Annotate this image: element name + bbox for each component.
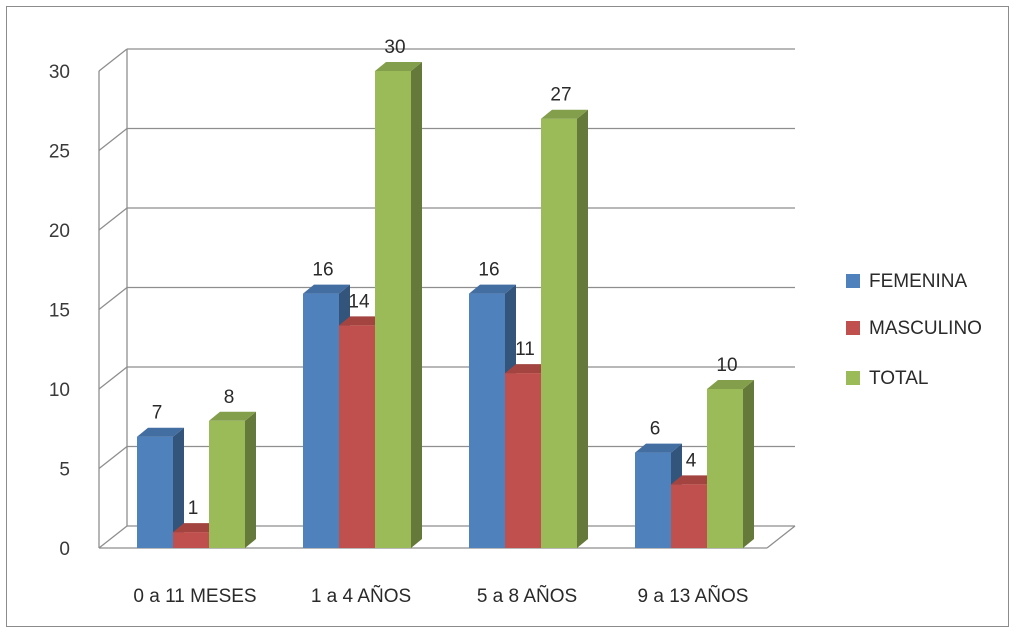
bar-top — [541, 109, 588, 119]
bar-total-0 — [209, 420, 245, 548]
bar-masculino-2 — [505, 373, 541, 548]
data-label: 7 — [152, 403, 163, 424]
data-label: 4 — [686, 450, 697, 471]
legend-swatch-femenina — [846, 274, 860, 288]
bar-top — [469, 284, 516, 294]
gridline-side — [98, 445, 128, 470]
bar-top — [671, 475, 718, 485]
x-category-label: 1 a 4 AÑOS — [311, 585, 411, 607]
bar-top — [209, 411, 256, 421]
bar-total-1 — [375, 71, 411, 548]
gridline-side — [98, 207, 128, 231]
data-label: 30 — [384, 37, 405, 58]
data-label: 16 — [478, 260, 499, 281]
bar-side — [411, 62, 422, 548]
data-label: 11 — [515, 339, 535, 360]
data-label: 1 — [188, 498, 199, 519]
data-label: 8 — [224, 387, 235, 408]
legend-label-total: TOTAL — [869, 368, 928, 389]
bar-masculino-1 — [339, 325, 375, 548]
bar-top — [339, 316, 386, 326]
legend-label-masculino: MASCULINO — [869, 318, 982, 339]
y-tick-label: 15 — [49, 301, 70, 322]
data-label: 27 — [550, 85, 571, 106]
bar-top — [375, 62, 422, 71]
bar-side — [245, 411, 256, 548]
data-label: 14 — [348, 291, 370, 312]
bar-total-2 — [541, 118, 577, 548]
gridline-side — [98, 525, 128, 549]
bar-masculino-0 — [173, 532, 209, 548]
legend-swatch-total — [846, 371, 860, 385]
bar-side — [743, 380, 754, 548]
y-tick-label: 10 — [49, 380, 70, 401]
bar-femenina-3 — [635, 452, 671, 548]
legend-label-femenina: FEMENINA — [869, 271, 968, 292]
y-tick-label: 30 — [49, 62, 70, 83]
x-category-label: 5 a 8 AÑOS — [477, 585, 577, 607]
bar-side — [577, 109, 588, 548]
gridline-side — [98, 48, 128, 72]
bar-side — [173, 427, 184, 548]
y-tick-label: 25 — [49, 142, 70, 163]
x-category-label: 9 a 13 AÑOS — [638, 585, 749, 607]
bar-top — [137, 427, 184, 437]
bar-femenina-0 — [137, 436, 173, 548]
bar-top — [707, 380, 754, 389]
gridline-side — [98, 366, 128, 390]
gridline-side — [98, 127, 128, 152]
bar-femenina-2 — [469, 293, 505, 548]
data-label: 10 — [716, 355, 737, 376]
legend-swatch-masculino — [846, 321, 860, 335]
gridline-side — [98, 286, 128, 311]
data-label: 6 — [650, 419, 661, 440]
bar-masculino-3 — [671, 484, 707, 548]
y-tick-label: 0 — [59, 539, 70, 560]
y-tick-label: 5 — [59, 460, 70, 481]
bar-top — [173, 523, 220, 533]
data-label: 16 — [312, 260, 333, 281]
y-tick-label: 20 — [49, 221, 70, 242]
bar-femenina-1 — [303, 293, 339, 548]
x-category-label: 0 a 11 MESES — [133, 586, 256, 607]
floor-edge — [766, 525, 796, 549]
bar-total-3 — [707, 389, 743, 548]
bar-top — [303, 284, 350, 294]
bar-top — [505, 364, 552, 374]
bar-top — [635, 443, 682, 453]
